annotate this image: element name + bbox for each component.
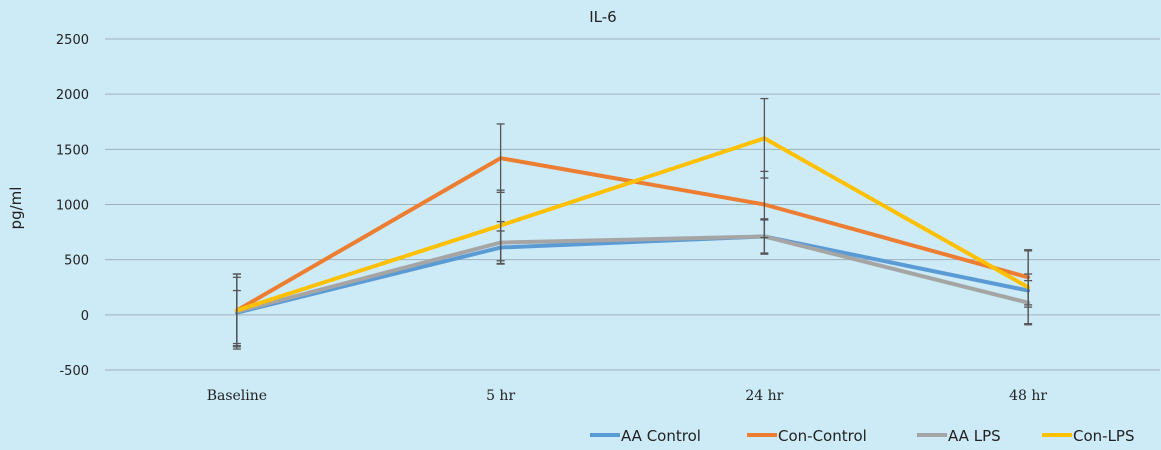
y-tick-label: 0 (81, 309, 89, 324)
legend-label: AA Control (621, 427, 701, 445)
y-axis-label: pg/ml (7, 187, 25, 230)
error-bar (760, 218, 769, 255)
legend-item: AA LPS (917, 427, 1001, 445)
x-tick-label: 48 hr (1009, 388, 1047, 404)
error-bar (760, 97, 769, 179)
y-tick-label: 2000 (56, 88, 89, 103)
y-tick-label: 2500 (56, 33, 89, 48)
gridlines (105, 38, 1160, 371)
series-line-3 (234, 136, 1031, 313)
legend-label: Con-LPS (1073, 427, 1135, 445)
legend-item: AA Control (590, 427, 701, 445)
series-line-2 (234, 234, 1031, 314)
y-tick-label: 500 (64, 254, 89, 269)
legend-item: Con-LPS (1042, 427, 1135, 445)
x-axis-ticks: Baseline 5 hr 24 hr 48 hr (207, 388, 1048, 404)
y-axis-ticks: -500 0 500 1000 1500 2000 2500 (56, 33, 89, 379)
legend-label: AA LPS (948, 427, 1001, 445)
series-line-0 (234, 234, 1031, 315)
error-bar (232, 276, 241, 345)
y-tick-label: 1500 (56, 143, 89, 158)
x-tick-label: Baseline (207, 388, 267, 404)
y-tick-label: 1000 (56, 199, 89, 214)
legend: AA Control Con-Control AA LPS Con-LPS (590, 427, 1135, 445)
series-lines (234, 136, 1031, 315)
error-bar (1024, 250, 1033, 325)
legend-item: Con-Control (747, 427, 867, 445)
x-tick-label: 24 hr (745, 388, 783, 404)
y-tick-label: -500 (59, 364, 89, 379)
x-tick-label: 5 hr (486, 388, 515, 404)
error-bars (232, 97, 1033, 350)
legend-label: Con-Control (778, 427, 867, 445)
error-bar (496, 189, 505, 262)
chart-title: IL-6 (589, 8, 616, 26)
